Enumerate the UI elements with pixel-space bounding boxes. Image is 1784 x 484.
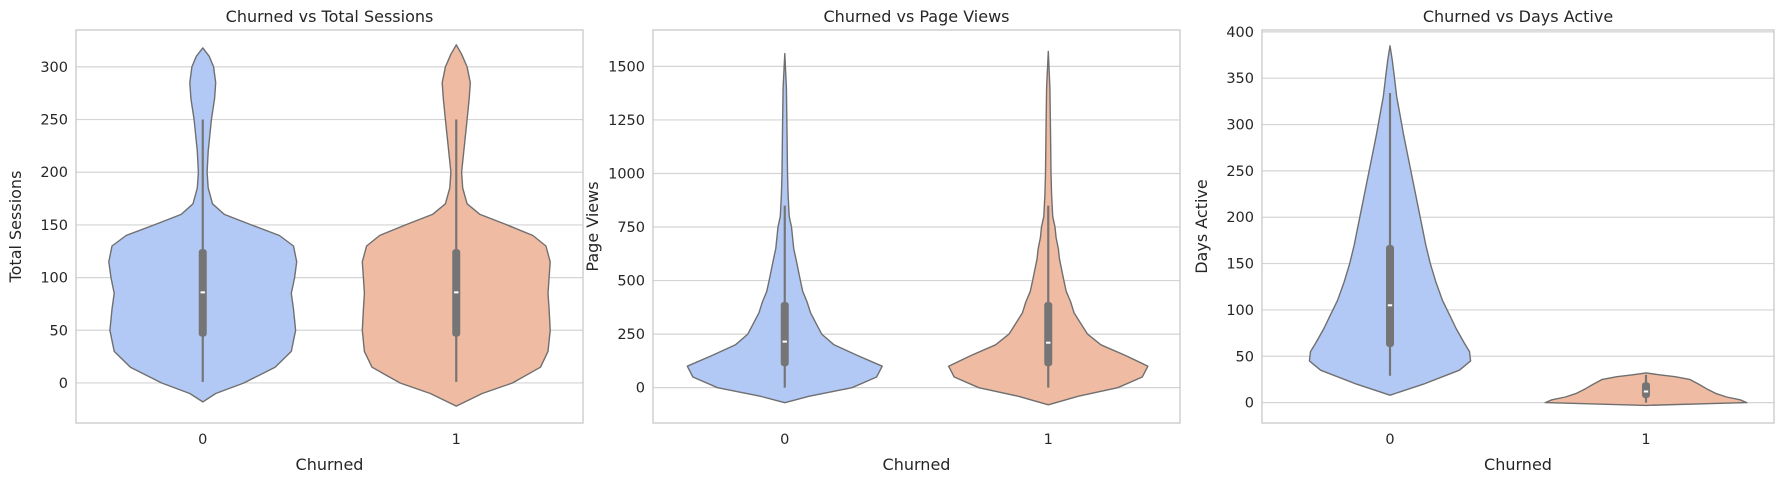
y-tick-label: 350 xyxy=(1226,71,1254,87)
x-tick-label: 1 xyxy=(1641,432,1650,448)
y-tick-label: 0 xyxy=(59,376,68,392)
axes-frame xyxy=(652,29,1181,424)
chart-title: Churned vs Total Sessions xyxy=(226,7,434,26)
y-tick-label: 250 xyxy=(1226,164,1254,180)
y-tick-label: 200 xyxy=(1226,210,1254,226)
chart-panel-3: 0 50 100 150 200 250 300 350 400 0 1 Churned vs Day… xyxy=(1192,7,1775,474)
y-axis-label: Total Sessions xyxy=(6,171,25,284)
y-tick-label: 250 xyxy=(40,113,68,129)
y-tick-label: 100 xyxy=(1226,303,1254,319)
axes-frame xyxy=(75,29,584,424)
y-tick-label: 50 xyxy=(50,323,68,339)
y-tick-label: 0 xyxy=(1245,396,1254,412)
y-tick-label: 750 xyxy=(617,220,645,236)
x-axis-label: Churned xyxy=(883,455,951,474)
y-tick-label: 500 xyxy=(617,274,645,290)
y-tick-label: 250 xyxy=(617,327,645,343)
y-tick-label: 1500 xyxy=(608,59,645,75)
x-tick-label: 0 xyxy=(1385,432,1394,448)
axes-frame xyxy=(1261,29,1775,424)
y-tick-label: 150 xyxy=(1226,257,1254,273)
chart-title: Churned vs Page Views xyxy=(824,7,1010,26)
y-tick-label: 200 xyxy=(40,165,68,181)
y-axis-label: Days Active xyxy=(1192,179,1211,274)
x-tick-label: 0 xyxy=(198,432,207,448)
chart-panel-2: 0 250 500 750 1000 1250 1500 0 1 Churned vs Page … xyxy=(583,7,1181,474)
y-tick-label: 150 xyxy=(40,218,68,234)
violin-iqr-box xyxy=(1386,245,1394,347)
y-tick-label: 1250 xyxy=(608,113,645,129)
y-tick-label: 50 xyxy=(1236,349,1254,365)
y-tick-label: 0 xyxy=(636,381,645,397)
x-axis-label: Churned xyxy=(1484,455,1552,474)
violin-iqr-box xyxy=(1044,301,1053,367)
x-tick-label: 1 xyxy=(1044,432,1053,448)
violin-iqr-box xyxy=(780,301,789,367)
y-axis-label: Page Views xyxy=(583,181,602,271)
x-tick-label: 0 xyxy=(780,432,789,448)
x-axis-label: Churned xyxy=(296,455,364,474)
y-tick-label: 400 xyxy=(1226,25,1254,41)
y-tick-label: 300 xyxy=(40,60,68,76)
chart-title: Churned vs Days Active xyxy=(1423,7,1613,26)
y-tick-label: 100 xyxy=(40,271,68,287)
x-tick-label: 1 xyxy=(452,432,461,448)
y-tick-label: 1000 xyxy=(608,166,645,182)
chart-panel-1: 0 50 100 150 200 250 300 0 1 Churned vs Total Ses… xyxy=(6,7,584,474)
y-tick-label: 300 xyxy=(1226,118,1254,134)
violin-iqr-box xyxy=(1642,382,1650,398)
